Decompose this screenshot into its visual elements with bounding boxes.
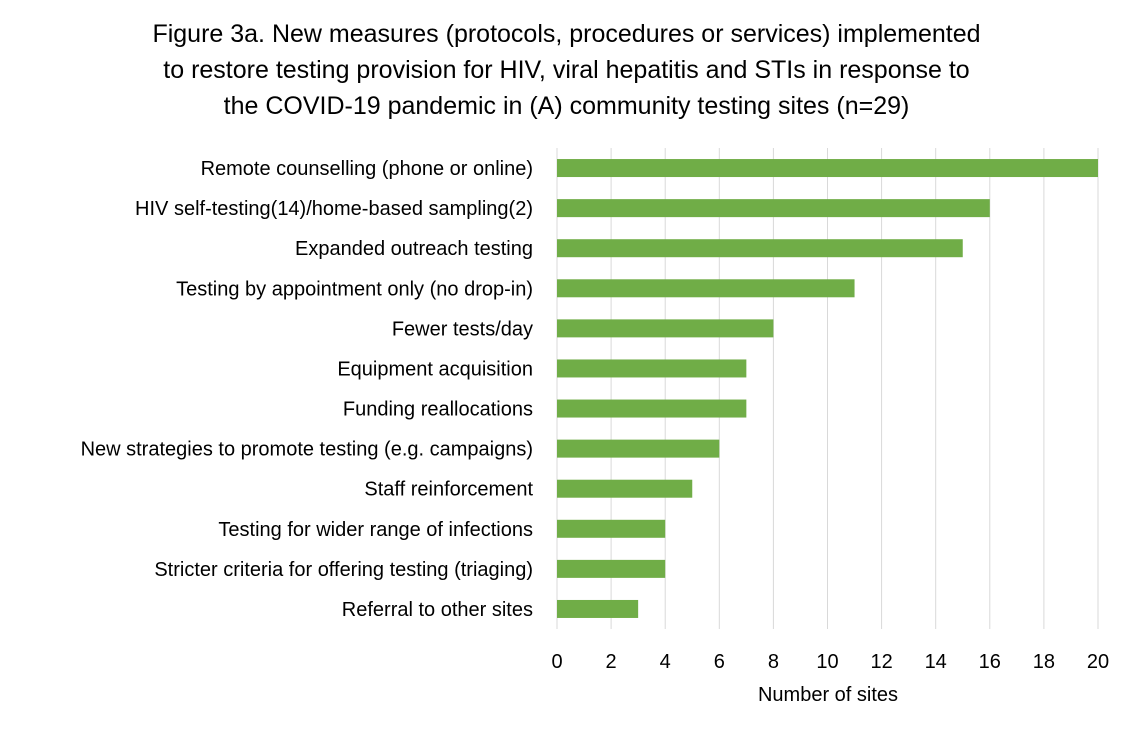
bar	[557, 279, 855, 298]
x-tick-label: 12	[870, 651, 892, 673]
bar	[557, 559, 666, 578]
category-label: Fewer tests/day	[392, 318, 533, 340]
bar	[557, 519, 666, 538]
category-label: Testing for wider range of infections	[218, 519, 533, 541]
category-label: Staff reinforcement	[364, 479, 533, 501]
category-label: HIV self-testing(14)/home-based sampling…	[135, 198, 533, 220]
bar	[557, 359, 747, 378]
category-label: Referral to other sites	[342, 599, 533, 621]
bar	[557, 319, 774, 338]
x-tick-label: 16	[979, 651, 1001, 673]
bar	[557, 239, 963, 258]
x-tick-labels: 0 2 4 6 8 10 12 14 16 18 20	[551, 651, 1109, 673]
category-label: Stricter criteria for offering testing (…	[154, 559, 533, 581]
bar	[557, 159, 1098, 178]
chart-title: Figure 3a. New measures (protocols, proc…	[60, 16, 1073, 124]
x-axis-title: Number of sites	[758, 684, 898, 706]
bar	[557, 439, 720, 458]
x-tick-label: 8	[768, 651, 779, 673]
x-tick-label: 6	[714, 651, 725, 673]
chart-title-line-2: to restore testing provision for HIV, vi…	[163, 56, 970, 84]
category-label: Funding reallocations	[343, 399, 533, 421]
x-tick-label: 4	[660, 651, 671, 673]
x-tick-label: 18	[1033, 651, 1055, 673]
bar	[557, 199, 990, 218]
bar	[557, 479, 693, 498]
category-labels: Remote counselling (phone or online) HIV …	[81, 158, 534, 621]
category-label: Testing by appointment only (no drop-in)	[176, 278, 533, 300]
bar	[557, 399, 747, 418]
x-tick-label: 2	[606, 651, 617, 673]
x-tick-label: 14	[925, 651, 947, 673]
x-tick-label: 20	[1087, 651, 1109, 673]
x-tick-label: 0	[551, 651, 562, 673]
gridlines	[556, 148, 1099, 629]
category-label: New strategies to promote testing (e.g. …	[81, 439, 533, 461]
chart-title-line-3: the COVID-19 pandemic in (A) community t…	[223, 92, 910, 120]
bars	[557, 159, 1098, 618]
category-label: Remote counselling (phone or online)	[201, 158, 533, 180]
category-label: Expanded outreach testing	[295, 238, 533, 260]
chart-title-line-1: Figure 3a. New measures (protocols, proc…	[152, 20, 981, 48]
bar	[557, 599, 639, 618]
category-label: Equipment acquisition	[337, 358, 533, 380]
x-tick-label: 10	[816, 651, 838, 673]
